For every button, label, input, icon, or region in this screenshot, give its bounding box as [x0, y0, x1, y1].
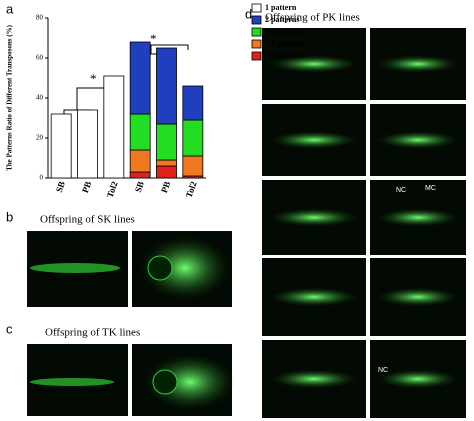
marker: MC — [425, 185, 436, 192]
legend-label: >9 patterns — [265, 51, 304, 60]
x-tick-label: Tol2 — [184, 180, 199, 200]
fish — [30, 378, 114, 386]
eye — [147, 255, 173, 281]
y-tick-label: 0 — [40, 174, 44, 182]
bar-segment — [156, 165, 177, 179]
fish — [145, 354, 235, 410]
bar-segment — [50, 113, 72, 179]
legend-label: 5-9 patterns — [265, 39, 306, 48]
y-tick-label: 80 — [36, 14, 44, 22]
fish — [270, 369, 358, 389]
bar-segment — [129, 113, 151, 151]
legend-swatch — [251, 27, 262, 37]
x-tick-label: SB — [133, 180, 146, 194]
fish — [377, 55, 459, 73]
bar-segment — [103, 75, 125, 179]
fish — [270, 131, 358, 149]
bar-segment — [182, 119, 204, 157]
x-tick-label: PB — [159, 180, 172, 194]
y-tick-label: 20 — [36, 134, 44, 142]
bar-segment — [129, 41, 151, 115]
y-axis-label: The Patterns Ratio of Different Transpos… — [6, 24, 14, 170]
legend-swatch — [251, 39, 262, 49]
legend-label: 1 pattern — [265, 3, 297, 12]
fish — [270, 208, 358, 227]
bar-segment — [129, 149, 151, 173]
fish — [377, 287, 459, 307]
annotation: * — [150, 31, 157, 46]
bar-segment — [156, 47, 177, 125]
y-tick-label: 40 — [36, 94, 44, 102]
legend-swatch — [251, 15, 262, 25]
eye — [152, 369, 178, 395]
fish — [140, 236, 230, 300]
fish — [270, 55, 358, 73]
panel-label: b — [6, 209, 13, 224]
panel-label: a — [6, 1, 14, 16]
fish — [30, 263, 120, 273]
x-tick-label: Tol2 — [105, 180, 120, 200]
legend-label: 3-4 patterns — [265, 27, 306, 36]
legend-label: 2 patterns — [265, 15, 299, 24]
bar-segment — [129, 171, 151, 179]
fish — [377, 369, 459, 389]
fish — [377, 208, 459, 227]
fish — [377, 131, 459, 149]
panel-label: d — [245, 6, 252, 21]
marker: NC — [378, 367, 388, 374]
image-grid — [262, 28, 466, 418]
bar-segment — [156, 123, 177, 161]
y-tick-label: 60 — [36, 54, 44, 62]
panel-title: Offspring of SK lines — [40, 214, 135, 226]
marker: NC — [396, 187, 406, 194]
bar-segment — [182, 85, 204, 121]
bar-segment — [77, 109, 98, 179]
legend-swatch — [251, 3, 262, 13]
panel-title: Offspring of TK lines — [45, 327, 140, 339]
bar-segment — [156, 159, 177, 167]
panel-label: c — [6, 321, 13, 336]
x-tick-label: SB — [54, 180, 67, 194]
annotation: * — [90, 71, 97, 86]
panel-title: Offspring of PK lines — [265, 12, 360, 24]
x-tick-label: PB — [80, 180, 93, 194]
bar-segment — [182, 155, 204, 177]
fish — [270, 287, 358, 307]
legend-swatch — [251, 51, 262, 61]
